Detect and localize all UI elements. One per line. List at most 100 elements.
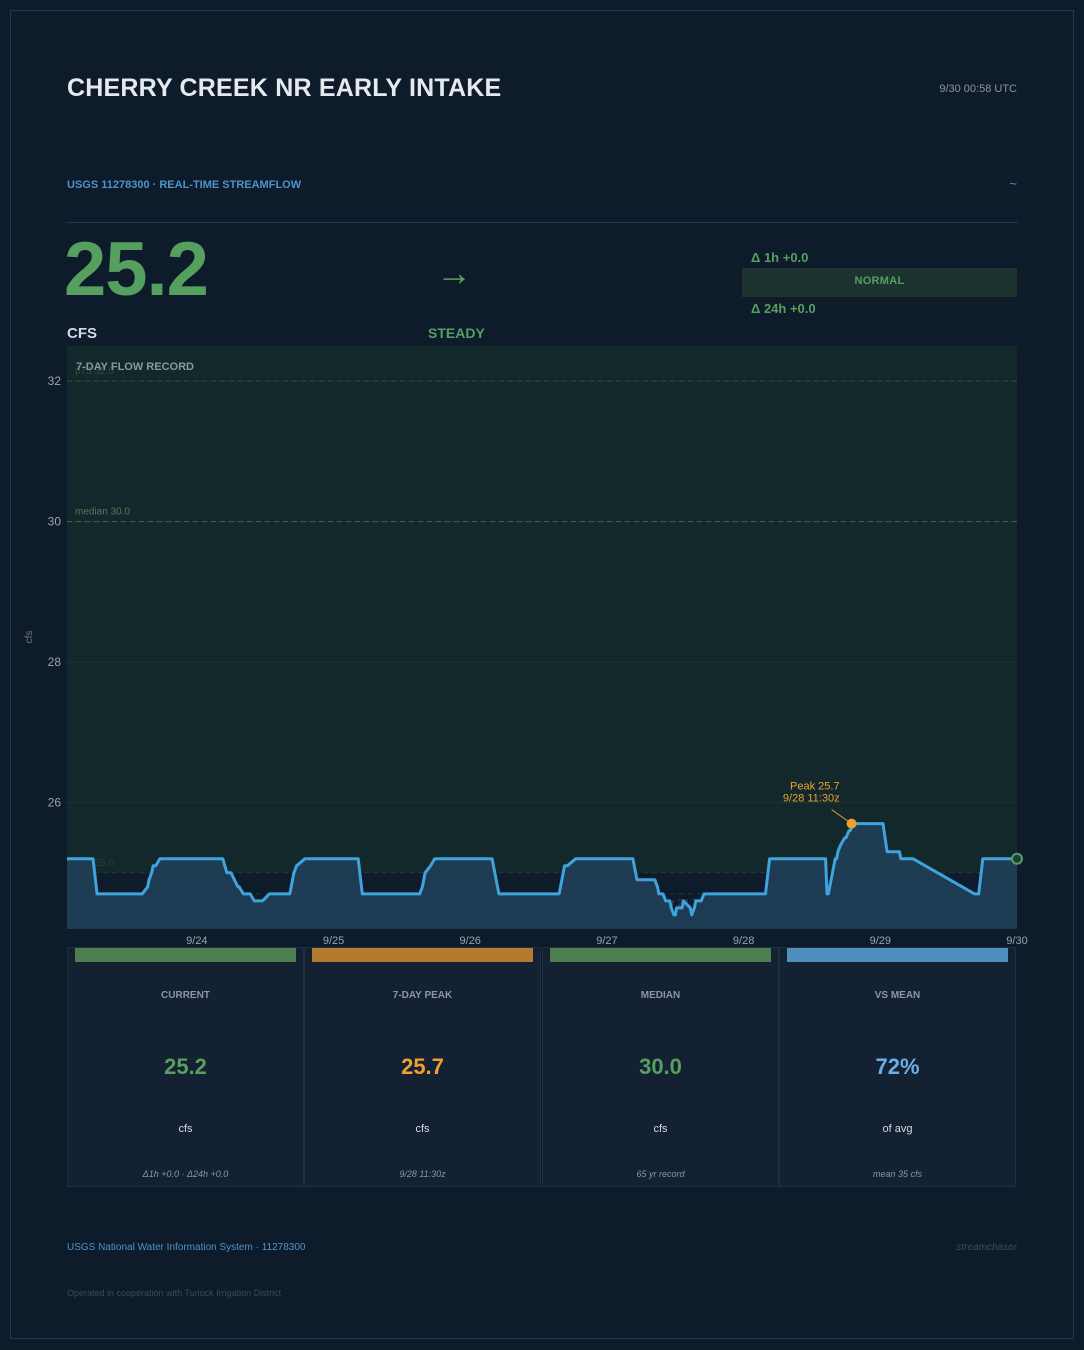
header-divider xyxy=(67,222,1018,223)
flow-point xyxy=(765,893,766,894)
card-footer: mean 35 cfs xyxy=(872,1169,923,1179)
flow-point xyxy=(654,879,655,880)
flow-point xyxy=(836,858,837,859)
stat-card-7-day-peak: 7-DAY PEAK 25.7 cfs 9/28 11:30z xyxy=(304,947,541,1187)
flow-point xyxy=(430,865,431,866)
flow-point xyxy=(974,893,975,894)
flow-point xyxy=(831,879,832,880)
stat-card-vs-mean: VS MEAN 72% of avg mean 35 cfs xyxy=(779,947,1016,1187)
flow-point xyxy=(269,893,270,894)
flow-point xyxy=(632,858,633,859)
reference-label-median: median 30.0 xyxy=(75,507,130,518)
flow-point xyxy=(362,893,363,894)
flow-point xyxy=(419,893,420,894)
flow-point xyxy=(887,851,888,852)
card-unit: cfs xyxy=(415,1123,430,1135)
trend-arrow-icon: → xyxy=(436,252,472,293)
flow-point xyxy=(142,893,143,894)
flow-point xyxy=(563,872,564,873)
flow-point xyxy=(846,837,847,838)
flow-point xyxy=(425,872,426,873)
chart-title: 7-DAY FLOW RECORD xyxy=(76,361,194,373)
flow-point xyxy=(148,879,149,880)
flow-point xyxy=(422,886,423,887)
reference-label-upper: p75 32.0 xyxy=(75,366,114,377)
flow-point xyxy=(837,851,838,852)
normal-range-band xyxy=(67,346,1017,873)
peak-time-label: 9/28 11:30z xyxy=(783,793,840,805)
flow-point xyxy=(671,907,672,908)
flow-point xyxy=(358,858,359,859)
flow-point xyxy=(304,858,305,859)
flow-point xyxy=(291,886,292,887)
flow-point xyxy=(575,858,576,859)
flow-line xyxy=(67,822,1017,917)
flow-point xyxy=(682,907,683,908)
flow-point xyxy=(701,900,702,901)
flow-point xyxy=(564,865,565,866)
card-unit: cfs xyxy=(178,1123,193,1135)
station-subtitle: USGS 11278300 · REAL-TIME STREAMFLOW xyxy=(67,179,302,191)
x-tick-label: 9/27 xyxy=(596,935,617,947)
flow-point xyxy=(707,893,708,894)
flow-point xyxy=(244,893,245,894)
flow-point xyxy=(293,872,294,873)
status-badge: NORMAL xyxy=(742,268,1017,297)
brand-mark: streamchaser xyxy=(956,1242,1017,1253)
card-value: 25.7 xyxy=(401,1054,444,1079)
flow-point xyxy=(289,893,290,894)
timestamp: 9/30 00:58 UTC xyxy=(939,83,1017,95)
flow-point xyxy=(492,858,493,859)
flow-point xyxy=(694,907,695,908)
x-tick-label: 9/25 xyxy=(323,935,344,947)
flow-point xyxy=(151,872,152,873)
flow-point xyxy=(155,865,156,866)
flow-point xyxy=(899,851,900,852)
card-label: VS MEAN xyxy=(874,990,921,1001)
flow-point xyxy=(690,907,691,908)
wave-icon: ~ xyxy=(1009,176,1017,191)
flow-point xyxy=(844,837,845,838)
y-tick-label: 32 xyxy=(48,374,62,388)
stat-card-median: MEDIAN 30.0 cfs 65 yr record xyxy=(542,947,779,1187)
flow-point xyxy=(636,879,637,880)
flow-point xyxy=(835,858,836,859)
stat-card-current: CURRENT 25.2 cfs Δ1h +0.0 · Δ24h +0.0 xyxy=(67,947,304,1187)
x-tick-label: 9/26 xyxy=(460,935,481,947)
flow-point xyxy=(560,886,561,887)
flow-point xyxy=(669,900,670,901)
flow-area xyxy=(67,823,1017,929)
card-color-bar xyxy=(787,948,1008,962)
flow-point xyxy=(660,893,661,894)
flow-point xyxy=(703,893,704,894)
flow-point xyxy=(673,914,674,915)
cooperation-note: Operated in cooperation with Turlock Irr… xyxy=(67,1288,282,1298)
card-color-bar xyxy=(550,948,771,962)
card-unit: cfs xyxy=(653,1123,668,1135)
x-tick-label: 9/29 xyxy=(870,935,891,947)
flow-point xyxy=(296,865,297,866)
current-point-marker xyxy=(1011,852,1023,865)
flow-point xyxy=(222,858,223,859)
flow-point xyxy=(705,893,706,894)
flow-point xyxy=(635,872,636,873)
card-color-bar xyxy=(312,948,533,962)
flow-point xyxy=(826,893,827,894)
flow-point xyxy=(92,858,93,859)
delta-1h: Δ 1h +0.0 xyxy=(751,250,809,265)
peak-point-marker xyxy=(846,818,857,829)
card-unit: of avg xyxy=(882,1123,913,1135)
flow-point xyxy=(828,893,829,894)
flow-point xyxy=(292,879,293,880)
flow-point xyxy=(230,872,231,873)
trend-label: STEADY xyxy=(428,325,485,341)
flow-point xyxy=(153,865,154,866)
flow-point xyxy=(675,914,676,915)
flow-point xyxy=(904,858,905,859)
flow-point xyxy=(679,907,680,908)
flow-point xyxy=(237,886,238,887)
flow-point xyxy=(96,893,97,894)
flow-point xyxy=(829,886,830,887)
flow-point xyxy=(695,900,696,901)
